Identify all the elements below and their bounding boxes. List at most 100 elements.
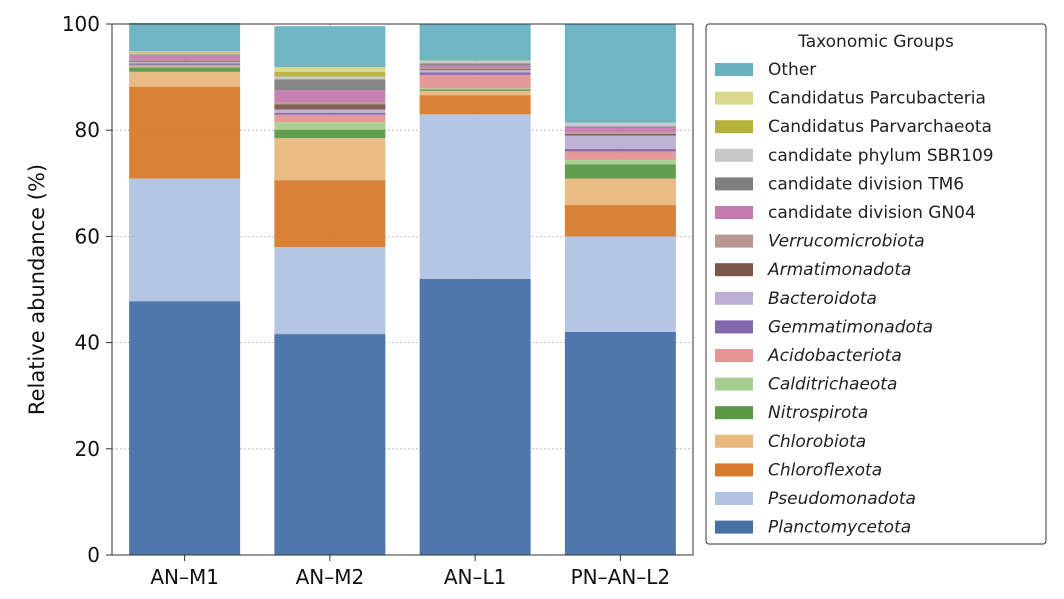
y-tick-label: 0 xyxy=(87,543,100,567)
bar-segment-chlorobiota xyxy=(129,71,241,87)
legend-item: Bacteroidota xyxy=(715,289,877,309)
legend-item: Calditrichaeota xyxy=(715,375,897,395)
bar-segment-candidatus-parcubacteria xyxy=(274,67,386,72)
bar-segment-other xyxy=(564,24,676,123)
bar-segment-candidate-division-tm6 xyxy=(564,126,676,128)
bar-segment-bacteroidota xyxy=(564,135,676,149)
bar-segment-gemmatimonadota xyxy=(564,148,676,152)
bar-segment-planctomycetota xyxy=(419,278,531,555)
legend-item: Candidatus Parvarchaeota xyxy=(715,117,992,137)
legend-item: Chloroflexota xyxy=(715,460,882,480)
legend-box xyxy=(705,23,1047,545)
bar-segment-candidate-phylum-sbr109 xyxy=(419,61,531,64)
bar-segment-other xyxy=(274,26,386,68)
legend-label: Armatimonadota xyxy=(767,260,911,280)
legend-item: Planctomycetota xyxy=(715,518,911,538)
bar-segment-calditrichaeota xyxy=(274,122,386,130)
bar-segment-candidate-division-tm6 xyxy=(419,63,531,66)
bar-segment-bacteroidota xyxy=(419,70,531,73)
legend-swatch xyxy=(715,291,753,305)
bar-segment-candidate-division-tm6 xyxy=(274,79,386,91)
legend-label: candidate division GN04 xyxy=(768,203,976,223)
bar-segment-verrucomicrobiota xyxy=(564,132,676,134)
legend-item: candidate division GN04 xyxy=(715,203,976,223)
legend-swatch xyxy=(715,434,753,448)
legend-label: Nitrospirota xyxy=(768,403,868,423)
legend-label: Pseudomonadota xyxy=(768,489,916,509)
x-tick-label: PN–AN–L2 xyxy=(571,565,671,589)
legend-title: Taxonomic Groups xyxy=(797,32,954,52)
bar-segment-other xyxy=(129,22,241,52)
bar-segment-candidatus-parvarchaeota xyxy=(274,71,386,77)
bar-stack xyxy=(129,22,241,555)
bar-segment-acidobacteriota xyxy=(274,114,386,123)
bar-segment-candidatus-parvarchaeota xyxy=(129,51,241,53)
bar-segment-candidate-division-gn04 xyxy=(564,127,676,133)
legend-label: Candidatus Parcubacteria xyxy=(768,89,986,109)
legend-label: Gemmatimonadota xyxy=(768,317,933,337)
bar-segment-pseudomonadota xyxy=(129,178,241,302)
bar-segment-chloroflexota xyxy=(419,95,531,115)
y-tick-label: 60 xyxy=(75,224,100,248)
bar-segment-calditrichaeota xyxy=(419,88,531,90)
bar-segment-gemmatimonadota xyxy=(129,63,241,65)
legend-label: Verrucomicrobiota xyxy=(768,232,925,252)
bar-segment-verrucomicrobiota xyxy=(274,102,386,105)
legend-swatch xyxy=(715,320,753,334)
legend-item: candidate phylum SBR109 xyxy=(715,146,994,166)
bar-segment-gemmatimonadota xyxy=(274,112,386,115)
plot-frame xyxy=(111,23,694,556)
legend-items: Other Candidatus Parcubacteria Candidatus … xyxy=(715,60,994,538)
bar-segment-planctomycetota xyxy=(129,301,241,555)
legend-item: Armatimonadota xyxy=(715,260,911,280)
bar-segment-armatimonadota xyxy=(274,104,386,110)
bar-segment-armatimonadota xyxy=(564,133,676,136)
bar-stack xyxy=(274,26,386,555)
bar-segment-pseudomonadota xyxy=(274,247,386,335)
bar-stack xyxy=(419,24,531,555)
bar-segment-armatimonadota xyxy=(419,69,531,71)
bar-segment-gemmatimonadota xyxy=(419,72,531,75)
bar-segment-candidate-division-gn04 xyxy=(419,65,531,68)
bar-segment-candidatus-parcubacteria xyxy=(129,51,241,52)
x-axis: AN–M1 AN–M2 AN–L1 PN–AN–L2 xyxy=(150,555,670,589)
bar-segment-armatimonadota xyxy=(129,60,241,62)
bar-segment-calditrichaeota xyxy=(564,159,676,165)
bar-segment-pseudomonadota xyxy=(419,114,531,279)
x-tick-label: AN–L1 xyxy=(444,565,507,589)
y-tick-label: 40 xyxy=(75,331,100,355)
bar-segment-nitrospirota xyxy=(129,67,241,72)
legend-item: Gemmatimonadota xyxy=(715,317,933,337)
legend-label: Other xyxy=(768,60,816,80)
legend-label: Acidobacteriota xyxy=(767,346,902,366)
legend-swatch xyxy=(715,177,753,191)
bar-segment-bacteroidota xyxy=(129,61,241,64)
legend-swatch xyxy=(715,148,753,162)
legend-swatch xyxy=(715,377,753,391)
legend-label: Calditrichaeota xyxy=(768,375,897,395)
legend-label: Chloroflexota xyxy=(768,460,882,480)
legend-label: Bacteroidota xyxy=(768,289,877,309)
bar-segment-candidatus-parvarchaeota xyxy=(419,61,531,62)
bar-segment-chlorobiota xyxy=(419,90,531,96)
legend-item: Candidatus Parcubacteria xyxy=(715,89,986,109)
y-tick-label: 80 xyxy=(75,118,100,142)
legend-label: candidate division TM6 xyxy=(768,174,964,194)
bar-segment-planctomycetota xyxy=(274,334,386,555)
legend-item: Other xyxy=(715,60,816,80)
y-axis: 0 20 40 60 80 100 xyxy=(62,12,112,567)
bar-segment-verrucomicrobiota xyxy=(129,59,241,61)
bar-segment-candidate-phylum-sbr109 xyxy=(564,123,676,127)
legend-swatch xyxy=(715,492,753,505)
legend-swatch xyxy=(715,206,753,219)
legend-swatch xyxy=(715,234,753,248)
bar-segment-candidate-phylum-sbr109 xyxy=(129,52,241,55)
bar-segment-nitrospirota xyxy=(564,164,676,179)
bar-segment-candidate-phylum-sbr109 xyxy=(274,76,386,80)
legend-swatch xyxy=(715,63,753,76)
legend-swatch xyxy=(715,263,753,277)
x-tick-label: AN–M2 xyxy=(296,565,365,589)
legend-item: Nitrospirota xyxy=(715,403,868,423)
bar-segment-nitrospirota xyxy=(274,129,386,139)
legend-label: candidate phylum SBR109 xyxy=(768,146,994,166)
